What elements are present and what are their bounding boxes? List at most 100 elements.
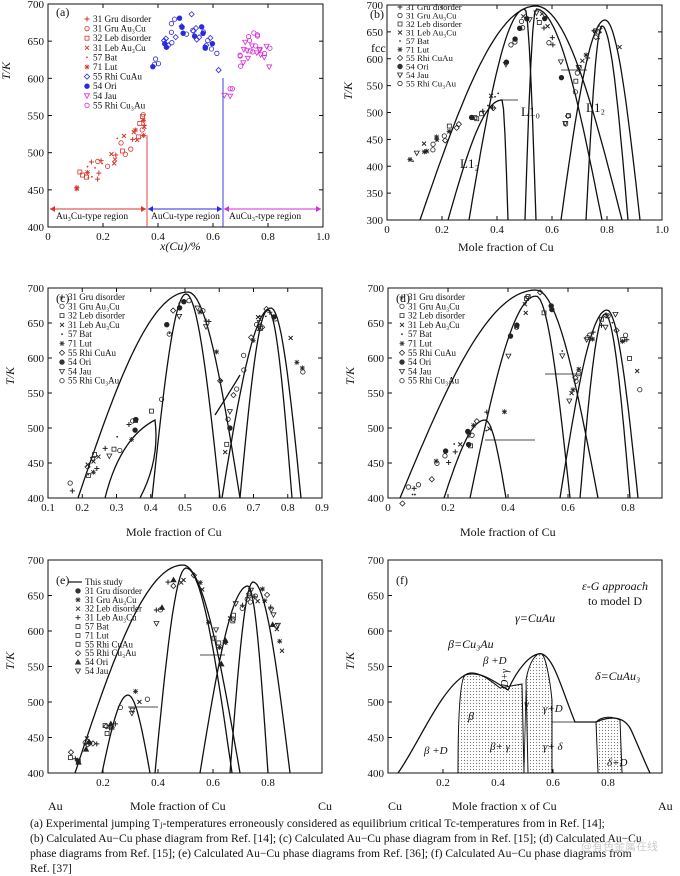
label-beta-d: β +D	[482, 655, 507, 667]
panel-a-legend-entry: 54 Jau	[93, 91, 117, 101]
panel-e-data-point	[84, 741, 91, 748]
panel-e-legend-entry: This study	[85, 577, 123, 587]
label-beta-gamma: β+ γ	[489, 741, 511, 753]
panel-c-legend-entry: 55 Rhi Cu₃Au	[68, 376, 120, 386]
panel-b-l10-left	[468, 8, 537, 221]
panel-c-legend-marker	[61, 333, 63, 336]
panel-d-data-point	[576, 366, 582, 372]
panel-f-xlabel: Mole fraction x of Cu	[452, 799, 557, 813]
panel-a-legend-entry: 57 Bat	[93, 52, 118, 62]
panel-d-legend-entry: 32 Leb disorder	[408, 311, 465, 321]
panel-c-legend-marker	[59, 303, 65, 309]
panel-c-data-point	[263, 305, 270, 313]
panel-a-legend-marker	[84, 35, 90, 41]
panel-e-legend-entry: 31 Gru Au₃Cu	[85, 595, 137, 605]
panel-a-mid-point	[172, 33, 179, 41]
panel-e-data-point	[274, 622, 282, 629]
region-arrowhead	[148, 206, 153, 212]
panel-b-data-point	[549, 35, 555, 41]
panel-c-legend-marker	[59, 341, 65, 346]
panel-e-data-point	[137, 699, 142, 705]
panel-a-right-point	[242, 39, 249, 46]
panel-b-data-point	[536, 20, 542, 25]
panel-b-data-point	[441, 133, 447, 139]
panel-f-ytick-label: 400	[368, 768, 385, 780]
panel-c-ytick-label: 550	[28, 388, 45, 400]
panel-a-legend-entry: 71 Lut	[93, 62, 118, 72]
panel-c-data-point	[132, 427, 138, 433]
region-arrowhead	[217, 206, 222, 212]
panel-d-legend-marker	[399, 359, 405, 365]
panel-b-data-point	[557, 59, 565, 66]
panel-a-ylabel: T/K	[0, 61, 13, 80]
panel-b-data-point	[412, 160, 414, 162]
panel-a-mid-point	[195, 34, 203, 41]
panel-a-left-point	[95, 158, 101, 164]
panel-c-xtick-label: 0.6	[212, 502, 226, 514]
panel-a-left-point	[141, 132, 147, 138]
panel-b-data-point	[446, 128, 452, 134]
panel-d-data-point	[457, 441, 463, 447]
panel-d-ytick-label: 650	[368, 318, 385, 330]
panel-c-data-point	[176, 305, 183, 311]
caption-line-2: (b) Calculated Au−Cu phase diagram from …	[30, 832, 642, 845]
panel-a-left-point	[137, 121, 143, 126]
panel-b-xtick-label: 0	[384, 224, 390, 236]
label-delta-d: δ+D	[607, 757, 628, 769]
panel-b-xtick-label: 0.6	[545, 224, 559, 236]
panel-a-right-point	[226, 93, 234, 100]
panel-b-data-point	[489, 105, 495, 111]
panel-b-xtick-label: 1.0	[655, 224, 669, 236]
panel-c-data-point	[241, 352, 247, 358]
panel-c-data-point	[133, 418, 138, 423]
panel-b-ytick-label: 600	[367, 54, 384, 66]
panel-e-data-point	[270, 612, 277, 619]
panel-e-data-point	[129, 707, 136, 714]
panel-e-l12-right-outer	[229, 581, 291, 774]
panel-e-legend-marker	[74, 658, 82, 665]
panel-a-left-point	[136, 134, 141, 140]
panel-c-data-point	[294, 359, 300, 365]
panel-b-legend-entry: 54 Jau	[406, 70, 429, 80]
panel-c-legend-entry: 55 Rhi CuAu	[68, 348, 117, 358]
panel-a-xtick-label: 0	[45, 231, 51, 243]
panel-c-data-point	[159, 396, 165, 402]
panel-d-data-point	[613, 327, 620, 334]
panel-f-ytick-label: 650	[368, 591, 385, 603]
panel-a-mid-point	[168, 21, 175, 27]
panel-f: 0.2 0.4 0.6 0.8 400 450 500 550 600 650 700 (f) T/…	[343, 555, 673, 813]
panel-a-mid-point	[209, 40, 216, 47]
panel-c-data-point	[116, 435, 119, 438]
panel-c-data-point	[202, 324, 210, 331]
panel-d-data-point	[590, 329, 596, 335]
panel-c-data-point	[250, 337, 256, 343]
panel-b-data-point	[535, 17, 538, 20]
panel-c-data-point	[227, 425, 233, 431]
panel-e-data-point	[263, 591, 271, 599]
panel-b-data-point	[576, 64, 582, 70]
panel-e-legend-marker	[75, 588, 81, 594]
panel-c-ytick-label: 700	[28, 283, 45, 295]
panel-b-data-point	[455, 120, 463, 128]
panel-c-legend-entry: 57 Bat	[68, 329, 92, 339]
panel-c-ytick-label: 400	[28, 493, 45, 505]
panel-c-xtick-label: 0.8	[281, 502, 295, 514]
panel-a-left-point	[87, 176, 90, 179]
region-arrowhead	[224, 206, 229, 212]
panel-f-xend-right: Au	[658, 799, 673, 813]
panel-e-data-point	[262, 598, 268, 604]
panel-c-l12-left	[104, 418, 157, 499]
panel-d-data-point	[561, 350, 564, 352]
panel-d-data-point	[559, 353, 566, 360]
panel-d-l12-right-outer	[559, 309, 639, 499]
panel-e-data-point	[84, 735, 90, 741]
label-gamma-inner: γ	[524, 697, 529, 711]
panel-c-legend-marker	[58, 369, 66, 375]
panel-c-data-point	[94, 466, 100, 472]
panel-d-data-point	[622, 332, 629, 338]
panel-e-xtick-label: 0.4	[151, 777, 165, 789]
panel-d-data-point	[611, 321, 614, 324]
